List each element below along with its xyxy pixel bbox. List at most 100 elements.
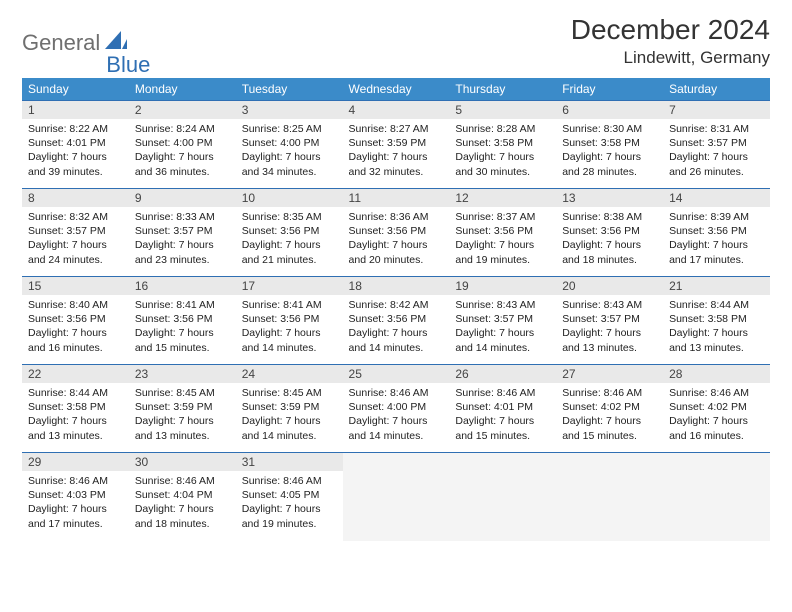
day-header: Thursday: [449, 78, 556, 101]
day-info: Sunrise: 8:46 AMSunset: 4:00 PMDaylight:…: [343, 383, 450, 449]
day-cell: 7Sunrise: 8:31 AMSunset: 3:57 PMDaylight…: [663, 101, 770, 189]
title-block: December 2024 Lindewitt, Germany: [571, 14, 770, 70]
day-info: Sunrise: 8:46 AMSunset: 4:04 PMDaylight:…: [129, 471, 236, 537]
logo: General Blue: [22, 14, 150, 66]
calendar-table: SundayMondayTuesdayWednesdayThursdayFrid…: [22, 78, 770, 541]
day-info: Sunrise: 8:44 AMSunset: 3:58 PMDaylight:…: [663, 295, 770, 361]
day-number: 15: [22, 277, 129, 295]
location: Lindewitt, Germany: [571, 48, 770, 68]
day-info: Sunrise: 8:37 AMSunset: 3:56 PMDaylight:…: [449, 207, 556, 273]
day-info: Sunrise: 8:30 AMSunset: 3:58 PMDaylight:…: [556, 119, 663, 185]
day-number: 16: [129, 277, 236, 295]
day-info: Sunrise: 8:46 AMSunset: 4:02 PMDaylight:…: [556, 383, 663, 449]
month-title: December 2024: [571, 14, 770, 46]
day-info: Sunrise: 8:25 AMSunset: 4:00 PMDaylight:…: [236, 119, 343, 185]
day-info: Sunrise: 8:22 AMSunset: 4:01 PMDaylight:…: [22, 119, 129, 185]
day-cell: 22Sunrise: 8:44 AMSunset: 3:58 PMDayligh…: [22, 365, 129, 453]
day-number: 29: [22, 453, 129, 471]
day-number: 3: [236, 101, 343, 119]
day-info: Sunrise: 8:38 AMSunset: 3:56 PMDaylight:…: [556, 207, 663, 273]
week-row: 1Sunrise: 8:22 AMSunset: 4:01 PMDaylight…: [22, 101, 770, 189]
day-info: Sunrise: 8:46 AMSunset: 4:01 PMDaylight:…: [449, 383, 556, 449]
day-number: 12: [449, 189, 556, 207]
day-cell: 12Sunrise: 8:37 AMSunset: 3:56 PMDayligh…: [449, 189, 556, 277]
calendar-body: 1Sunrise: 8:22 AMSunset: 4:01 PMDaylight…: [22, 101, 770, 541]
day-number: 23: [129, 365, 236, 383]
day-cell: 3Sunrise: 8:25 AMSunset: 4:00 PMDaylight…: [236, 101, 343, 189]
day-cell: 29Sunrise: 8:46 AMSunset: 4:03 PMDayligh…: [22, 453, 129, 541]
day-info: Sunrise: 8:41 AMSunset: 3:56 PMDaylight:…: [129, 295, 236, 361]
day-header: Wednesday: [343, 78, 450, 101]
week-row: 22Sunrise: 8:44 AMSunset: 3:58 PMDayligh…: [22, 365, 770, 453]
day-cell: 2Sunrise: 8:24 AMSunset: 4:00 PMDaylight…: [129, 101, 236, 189]
day-info: Sunrise: 8:35 AMSunset: 3:56 PMDaylight:…: [236, 207, 343, 273]
day-info: Sunrise: 8:46 AMSunset: 4:05 PMDaylight:…: [236, 471, 343, 537]
day-cell: 23Sunrise: 8:45 AMSunset: 3:59 PMDayligh…: [129, 365, 236, 453]
day-cell: 6Sunrise: 8:30 AMSunset: 3:58 PMDaylight…: [556, 101, 663, 189]
logo-text-blue: Blue: [106, 52, 150, 78]
day-number: 10: [236, 189, 343, 207]
day-info: Sunrise: 8:40 AMSunset: 3:56 PMDaylight:…: [22, 295, 129, 361]
day-info: Sunrise: 8:39 AMSunset: 3:56 PMDaylight:…: [663, 207, 770, 273]
day-info: Sunrise: 8:32 AMSunset: 3:57 PMDaylight:…: [22, 207, 129, 273]
day-cell: 10Sunrise: 8:35 AMSunset: 3:56 PMDayligh…: [236, 189, 343, 277]
day-header: Sunday: [22, 78, 129, 101]
day-number: 14: [663, 189, 770, 207]
day-cell: 4Sunrise: 8:27 AMSunset: 3:59 PMDaylight…: [343, 101, 450, 189]
day-header: Monday: [129, 78, 236, 101]
day-cell: 8Sunrise: 8:32 AMSunset: 3:57 PMDaylight…: [22, 189, 129, 277]
day-number: 2: [129, 101, 236, 119]
day-info: Sunrise: 8:46 AMSunset: 4:02 PMDaylight:…: [663, 383, 770, 449]
calendar-head: SundayMondayTuesdayWednesdayThursdayFrid…: [22, 78, 770, 101]
day-cell: 27Sunrise: 8:46 AMSunset: 4:02 PMDayligh…: [556, 365, 663, 453]
day-cell: 1Sunrise: 8:22 AMSunset: 4:01 PMDaylight…: [22, 101, 129, 189]
day-info: Sunrise: 8:43 AMSunset: 3:57 PMDaylight:…: [556, 295, 663, 361]
header: General Blue December 2024 Lindewitt, Ge…: [22, 14, 770, 70]
day-info: Sunrise: 8:41 AMSunset: 3:56 PMDaylight:…: [236, 295, 343, 361]
day-number: 1: [22, 101, 129, 119]
day-cell: 30Sunrise: 8:46 AMSunset: 4:04 PMDayligh…: [129, 453, 236, 541]
day-info: Sunrise: 8:31 AMSunset: 3:57 PMDaylight:…: [663, 119, 770, 185]
day-number: 9: [129, 189, 236, 207]
day-number: 22: [22, 365, 129, 383]
day-cell: 19Sunrise: 8:43 AMSunset: 3:57 PMDayligh…: [449, 277, 556, 365]
day-cell: 24Sunrise: 8:45 AMSunset: 3:59 PMDayligh…: [236, 365, 343, 453]
day-info: Sunrise: 8:45 AMSunset: 3:59 PMDaylight:…: [129, 383, 236, 449]
day-info: Sunrise: 8:44 AMSunset: 3:58 PMDaylight:…: [22, 383, 129, 449]
day-number: 11: [343, 189, 450, 207]
day-cell: 28Sunrise: 8:46 AMSunset: 4:02 PMDayligh…: [663, 365, 770, 453]
day-number: 4: [343, 101, 450, 119]
empty-day: [663, 453, 770, 541]
day-number: 20: [556, 277, 663, 295]
day-cell: 14Sunrise: 8:39 AMSunset: 3:56 PMDayligh…: [663, 189, 770, 277]
day-header: Friday: [556, 78, 663, 101]
day-cell: 21Sunrise: 8:44 AMSunset: 3:58 PMDayligh…: [663, 277, 770, 365]
day-number: 6: [556, 101, 663, 119]
week-row: 8Sunrise: 8:32 AMSunset: 3:57 PMDaylight…: [22, 189, 770, 277]
day-cell: 25Sunrise: 8:46 AMSunset: 4:00 PMDayligh…: [343, 365, 450, 453]
day-info: Sunrise: 8:27 AMSunset: 3:59 PMDaylight:…: [343, 119, 450, 185]
day-header: Saturday: [663, 78, 770, 101]
day-cell: 13Sunrise: 8:38 AMSunset: 3:56 PMDayligh…: [556, 189, 663, 277]
day-number: 19: [449, 277, 556, 295]
day-number: 13: [556, 189, 663, 207]
day-cell: 11Sunrise: 8:36 AMSunset: 3:56 PMDayligh…: [343, 189, 450, 277]
day-info: Sunrise: 8:42 AMSunset: 3:56 PMDaylight:…: [343, 295, 450, 361]
day-number: 30: [129, 453, 236, 471]
day-cell: 31Sunrise: 8:46 AMSunset: 4:05 PMDayligh…: [236, 453, 343, 541]
empty-day: [449, 453, 556, 541]
day-cell: 5Sunrise: 8:28 AMSunset: 3:58 PMDaylight…: [449, 101, 556, 189]
logo-text-general: General: [22, 30, 100, 56]
day-number: 27: [556, 365, 663, 383]
day-info: Sunrise: 8:33 AMSunset: 3:57 PMDaylight:…: [129, 207, 236, 273]
day-header: Tuesday: [236, 78, 343, 101]
day-number: 18: [343, 277, 450, 295]
empty-day: [556, 453, 663, 541]
day-number: 26: [449, 365, 556, 383]
day-info: Sunrise: 8:43 AMSunset: 3:57 PMDaylight:…: [449, 295, 556, 361]
day-cell: 20Sunrise: 8:43 AMSunset: 3:57 PMDayligh…: [556, 277, 663, 365]
day-info: Sunrise: 8:28 AMSunset: 3:58 PMDaylight:…: [449, 119, 556, 185]
day-number: 25: [343, 365, 450, 383]
day-number: 31: [236, 453, 343, 471]
day-number: 7: [663, 101, 770, 119]
